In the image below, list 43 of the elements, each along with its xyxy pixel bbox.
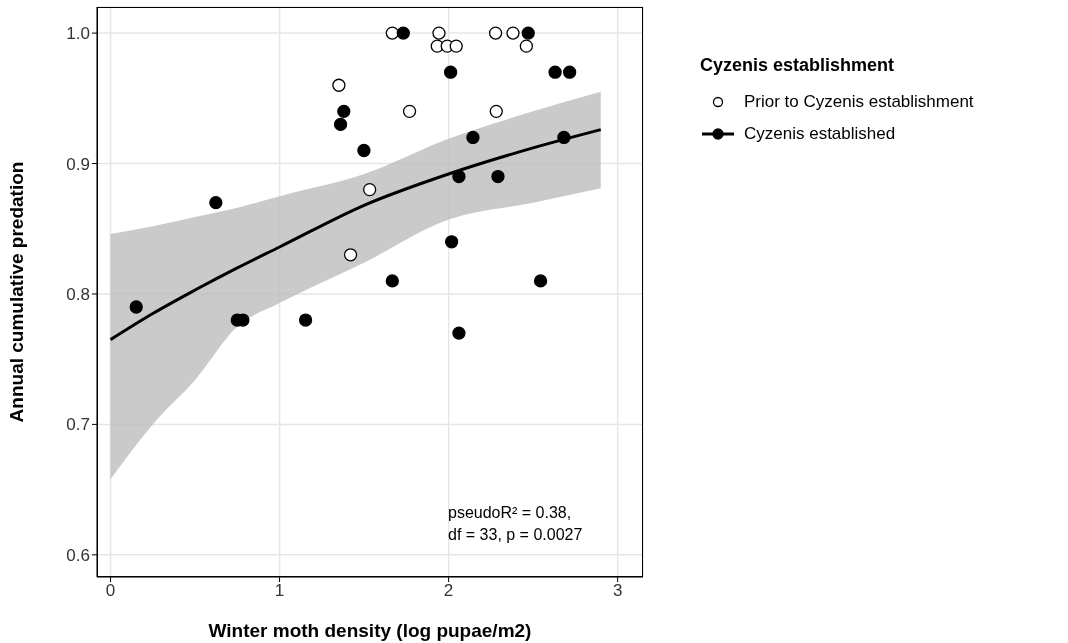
point: [533, 274, 548, 288]
point: [298, 313, 313, 327]
point: [396, 26, 410, 40]
x-axis-title: Winter moth density (log pupae/m2): [208, 620, 532, 641]
point: [452, 326, 466, 340]
point: [506, 26, 520, 40]
x-tick-label: 2: [443, 581, 454, 601]
x-tick-label: 0: [105, 581, 116, 601]
y-tick-label: 1.0: [66, 24, 90, 44]
point: [337, 104, 351, 118]
point: [443, 65, 458, 79]
annotation: pseudoR² = 0.38, df = 33, p = 0.0027: [448, 503, 583, 545]
point: [445, 235, 459, 249]
point: [491, 169, 505, 184]
y-tick-label: 0.7: [66, 415, 90, 435]
point: [449, 39, 463, 53]
y-tick-label: 0.9: [66, 154, 90, 174]
point: [129, 300, 143, 314]
point: [452, 169, 466, 184]
point: [466, 130, 480, 145]
legend-label: Cyzenis established: [744, 124, 896, 144]
y-tick-label: 0.8: [66, 284, 90, 304]
point: [557, 130, 571, 145]
point: [432, 26, 446, 40]
line-series: [109, 128, 603, 342]
point: [343, 248, 358, 262]
y-tick-label: 0.6: [66, 545, 90, 565]
y-axis-title: Annual cumulative predation: [5, 161, 27, 423]
x-tick-label: 1: [274, 581, 285, 601]
legend-label: Prior to Cyzenis establishment: [744, 92, 974, 112]
point: [548, 65, 562, 79]
point: [357, 143, 371, 158]
point: [363, 182, 377, 197]
point: [333, 117, 348, 132]
legend-title: Cyzenis establishment: [700, 55, 896, 76]
point: [488, 26, 503, 40]
point: [521, 26, 535, 40]
point: [209, 196, 223, 210]
x-tick-label: 3: [612, 581, 623, 601]
point: [385, 274, 399, 288]
point: [332, 78, 346, 92]
point: [562, 65, 577, 79]
point: [385, 26, 399, 40]
